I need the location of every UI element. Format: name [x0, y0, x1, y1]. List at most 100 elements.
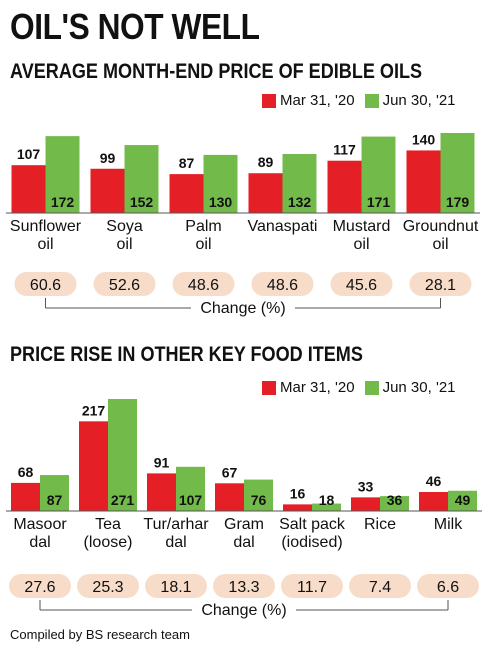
bar-jun: [203, 154, 238, 213]
category-label: oil: [195, 236, 211, 253]
value-label-jun: 271: [111, 492, 135, 508]
change-pill: [330, 272, 393, 296]
legend-label-jun: Jun 30, '21: [382, 379, 456, 396]
change-label: Change (%): [201, 602, 286, 619]
bar-mar: [351, 497, 380, 511]
change-value: 60.6: [30, 277, 61, 294]
bar-jun: [282, 154, 317, 213]
change-pill: [9, 574, 71, 598]
legend-swatch-jun: [364, 380, 379, 395]
bar-jun: [45, 136, 80, 213]
value-label-jun: 172: [51, 194, 75, 210]
category-label: oil: [116, 236, 132, 253]
legend-label-jun: Jun 30, '21: [382, 92, 456, 109]
bar-jun: [108, 399, 137, 511]
value-label-jun: 87: [47, 492, 63, 508]
legend-swatch-jun: [364, 93, 379, 108]
bar-mar: [406, 150, 441, 213]
legend-label-mar: Mar 31, '20: [280, 379, 355, 396]
bar-mar: [327, 160, 362, 213]
category-label: Mustard: [333, 218, 391, 235]
category-label: oil: [353, 236, 369, 253]
chart2-title: PRICE RISE IN OTHER KEY FOOD ITEMS: [10, 343, 363, 366]
category-label: dal: [29, 534, 50, 551]
legend-item-jun: Jun 30, '21: [364, 379, 456, 396]
bar-mar: [248, 173, 283, 213]
bar-jun: [312, 503, 341, 511]
value-label-jun: 179: [446, 194, 470, 210]
bar-mar: [147, 473, 176, 511]
change-value: 52.6: [109, 277, 140, 294]
bar-mar: [419, 491, 448, 511]
bar-jun: [124, 145, 159, 213]
category-label: Groundnut: [403, 218, 479, 235]
change-value: 18.1: [160, 579, 191, 596]
bar-jun: [380, 496, 409, 511]
bar-jun: [176, 466, 205, 511]
value-label-jun: 107: [179, 492, 203, 508]
change-value: 6.6: [437, 579, 459, 596]
value-label-mar: 16: [290, 485, 306, 501]
category-label: oil: [432, 236, 448, 253]
change-value: 45.6: [346, 277, 377, 294]
change-value: 11.7: [297, 579, 327, 596]
value-label-mar: 99: [100, 150, 116, 166]
value-label-mar: 33: [358, 478, 374, 494]
category-label: oil: [37, 236, 53, 253]
category-label: (loose): [84, 534, 133, 551]
value-label-jun: 18: [319, 492, 335, 508]
legend-swatch-mar: [262, 93, 276, 108]
change-pill: [213, 574, 275, 598]
bar-mar: [169, 174, 204, 213]
category-label: Tur/arhar: [143, 516, 209, 533]
category-label: Soya: [106, 218, 143, 235]
value-label-jun: 36: [387, 492, 403, 508]
bar-mar: [11, 482, 40, 511]
category-label: Rice: [364, 516, 396, 533]
value-label-jun: 132: [288, 194, 312, 210]
value-label-jun: 171: [367, 194, 391, 210]
category-label: Salt pack: [279, 516, 346, 533]
food-items-chart: 6887Masoordal27.6217271Tea(loose)25.3911…: [6, 399, 482, 619]
change-value: 28.1: [425, 277, 456, 294]
change-value: 7.4: [369, 579, 391, 596]
source-note: Compiled by BS research team: [10, 627, 190, 642]
value-label-jun: 76: [251, 492, 267, 508]
bar-jun: [40, 475, 69, 511]
value-label-mar: 217: [82, 402, 106, 418]
change-pill: [14, 272, 77, 296]
value-label-mar: 87: [179, 155, 195, 171]
value-label-mar: 107: [17, 146, 41, 162]
category-label: Masoor: [13, 516, 67, 533]
value-label-mar: 46: [426, 473, 442, 489]
category-label: Vanaspati: [248, 218, 318, 235]
legend-label-mar: Mar 31, '20: [280, 92, 355, 109]
change-pill: [409, 272, 472, 296]
bar-mar: [90, 168, 125, 213]
bar-jun: [361, 136, 396, 213]
category-label: dal: [233, 534, 254, 551]
category-label: Gram: [224, 516, 264, 533]
change-value: 13.3: [228, 579, 259, 596]
change-pill: [93, 272, 156, 296]
change-pill: [172, 272, 235, 296]
legend-item-mar: Mar 31, '20: [262, 92, 355, 109]
chart1-title: AVERAGE MONTH-END PRICE OF EDIBLE OILS: [10, 60, 423, 83]
bar-jun: [244, 479, 273, 511]
value-label-mar: 68: [18, 464, 34, 480]
headline: OIL'S NOT WELL: [10, 6, 260, 47]
category-label: Tea: [95, 516, 121, 533]
legend-item-jun: Jun 30, '21: [364, 92, 456, 109]
category-label: Palm: [185, 218, 221, 235]
change-value: 25.3: [92, 579, 123, 596]
value-label-jun: 49: [455, 492, 471, 508]
legend-swatch-mar: [262, 380, 276, 395]
bar-jun: [440, 133, 475, 213]
chart1-legend: Mar 31, '20 Jun 30, '21: [262, 92, 466, 109]
change-value: 27.6: [24, 579, 55, 596]
edible-oils-chart: 107172Sunfloweroil60.699152Soyaoil52.687…: [6, 131, 480, 317]
category-label: Sunflower: [10, 218, 82, 235]
bar-mar: [215, 483, 244, 511]
category-label: dal: [165, 534, 186, 551]
change-pill: [281, 574, 343, 598]
